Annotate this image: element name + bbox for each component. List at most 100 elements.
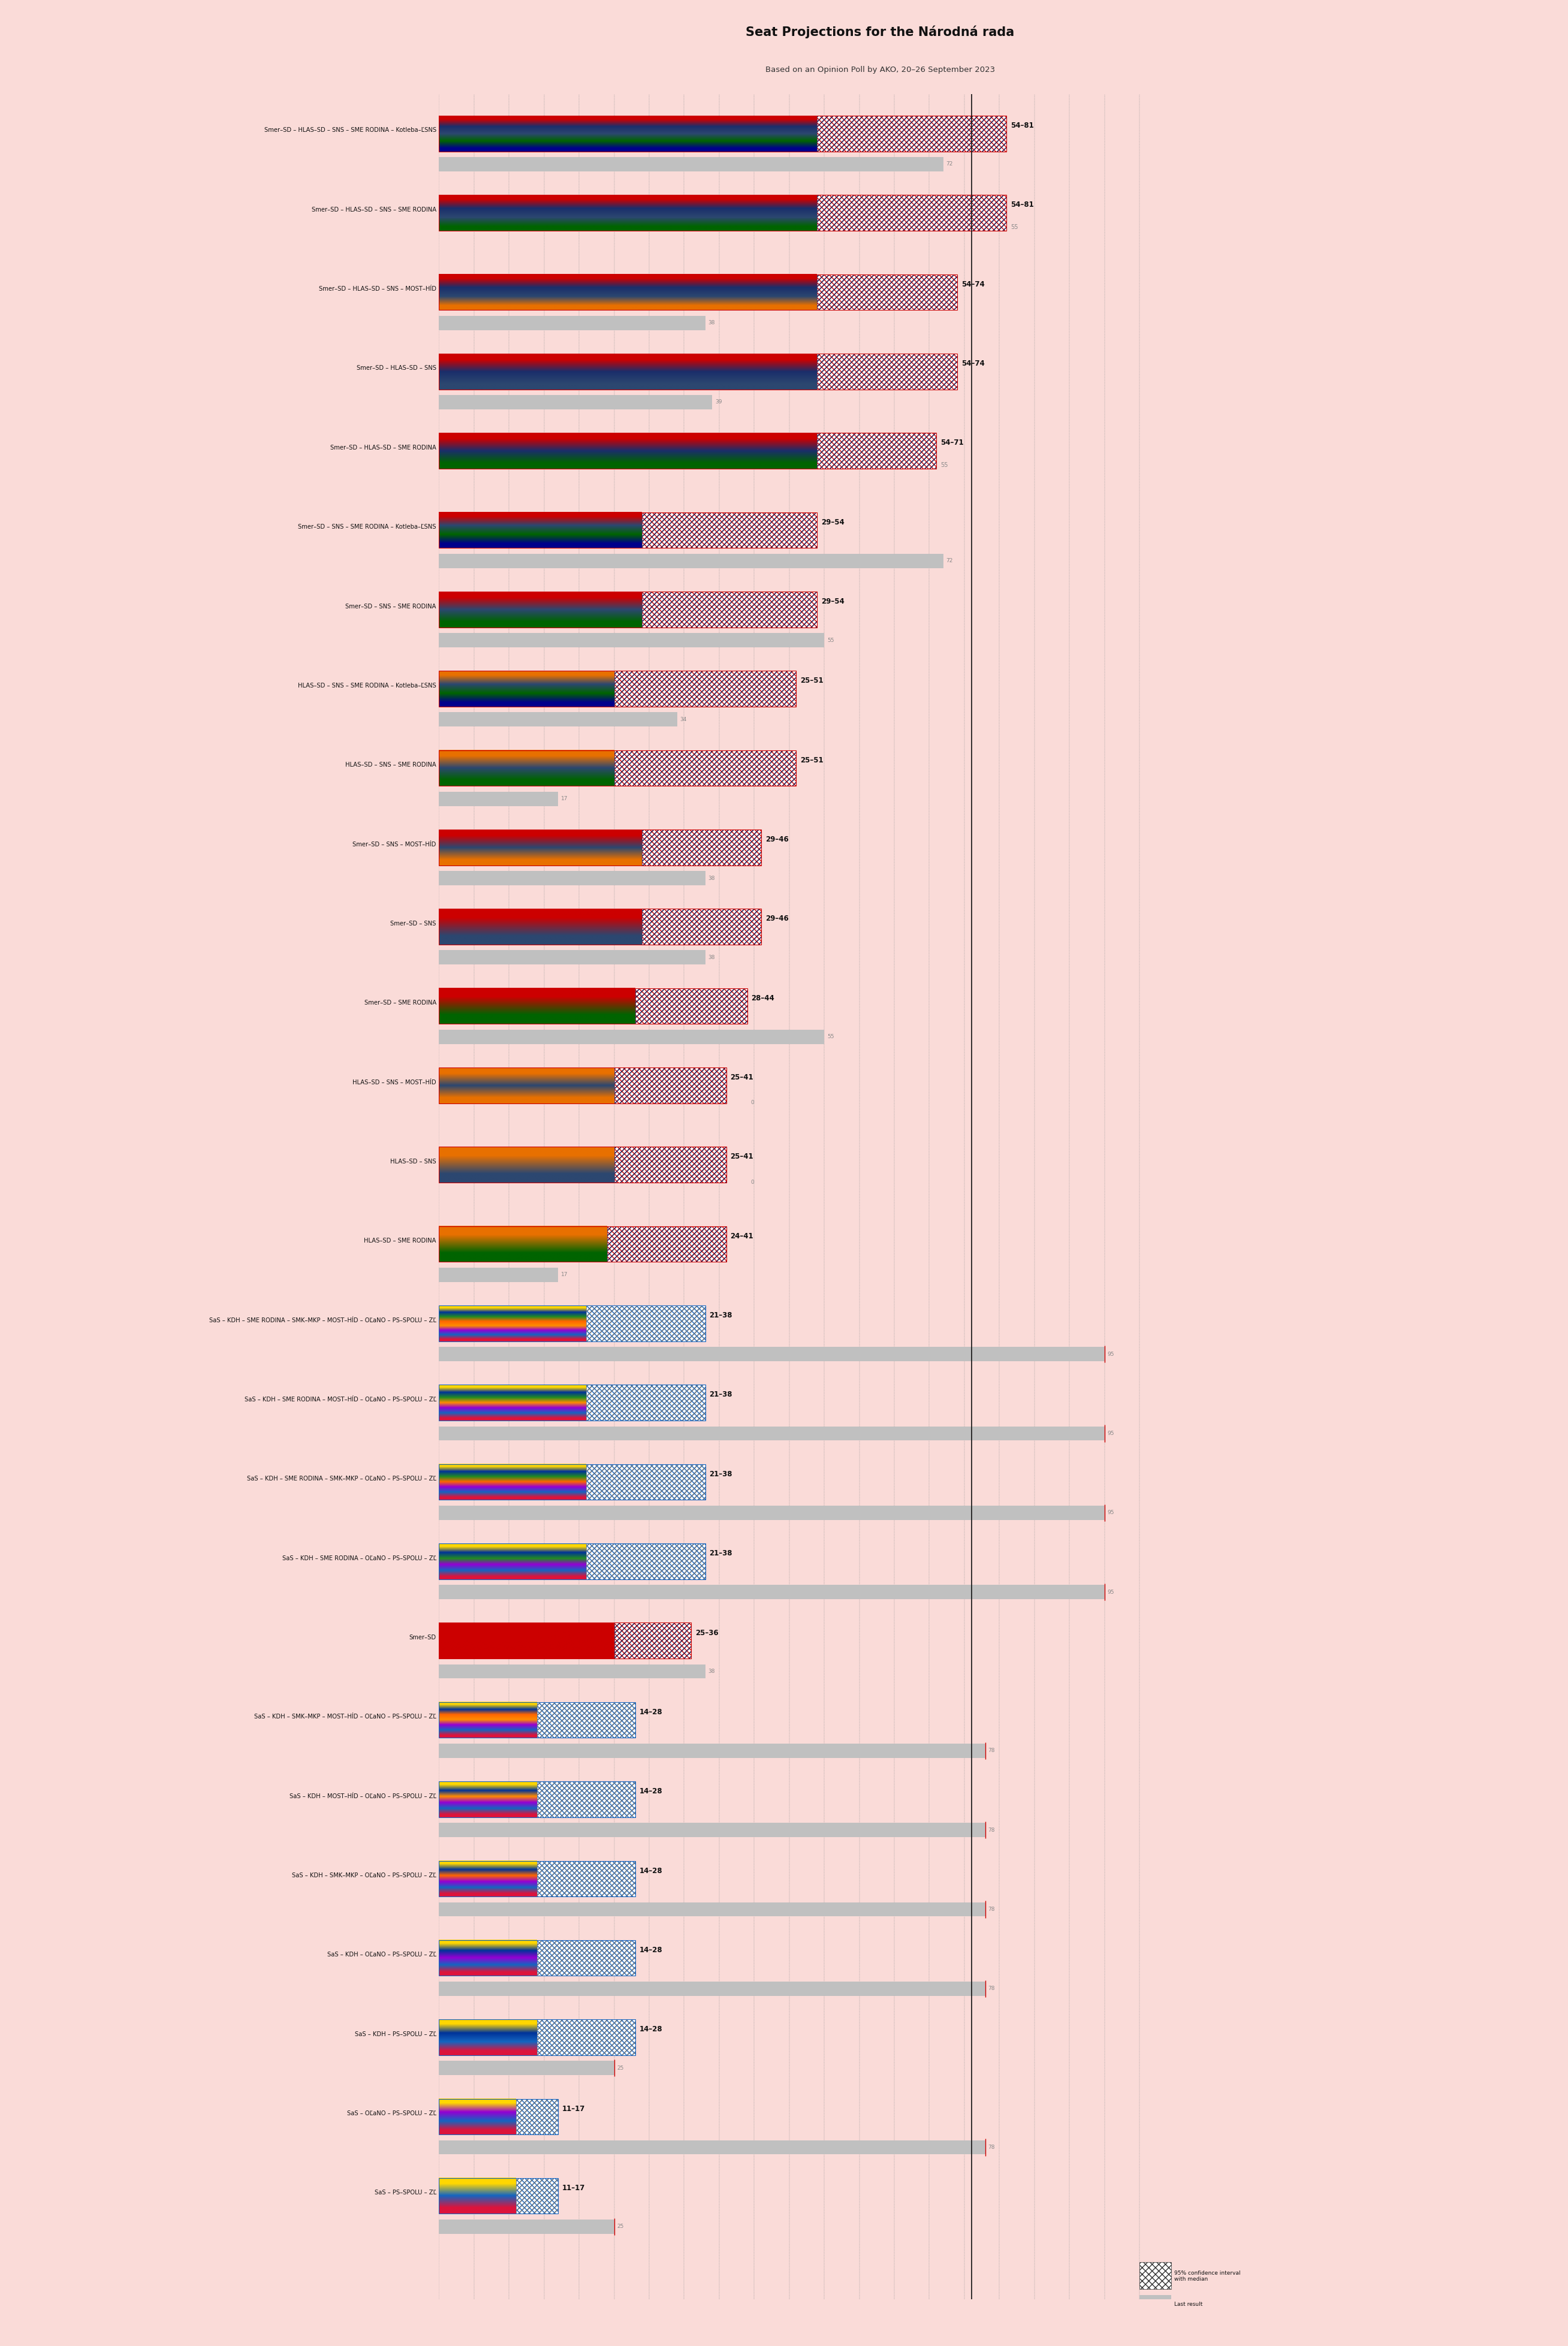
Bar [586, 1384, 706, 1422]
Bar [817, 274, 958, 310]
Bar [439, 1304, 706, 1342]
Bar [439, 554, 944, 568]
Bar [439, 195, 1007, 230]
Text: 17: 17 [561, 795, 568, 802]
Text: SaS – KDH – SME RODINA – SMK–MKP – MOST–HÍD – OĽaNO – PS–SPOLU – ZĽ: SaS – KDH – SME RODINA – SMK–MKP – MOST–… [209, 1316, 436, 1323]
Text: HLAS–SD – SNS: HLAS–SD – SNS [390, 1159, 436, 1164]
Bar [439, 1743, 985, 1757]
Text: Smer–SD – HLAS–SD – SNS: Smer–SD – HLAS–SD – SNS [356, 366, 436, 371]
Bar [516, 2100, 558, 2135]
Text: 29–46: 29–46 [765, 835, 789, 845]
Text: 25: 25 [616, 2064, 624, 2072]
Text: 78: 78 [988, 1828, 996, 1832]
Bar [516, 2100, 558, 2135]
Text: 21–38: 21–38 [709, 1311, 732, 1318]
Bar [439, 2100, 558, 2135]
Text: Smer–SD: Smer–SD [409, 1635, 436, 1640]
Bar [439, 1426, 1104, 1440]
Bar [439, 1781, 635, 1818]
Text: 39: 39 [715, 399, 721, 406]
Text: SaS – KDH – MOST–HÍD – OĽaNO – PS–SPOLU – ZĽ: SaS – KDH – MOST–HÍD – OĽaNO – PS–SPOLU … [290, 1792, 436, 1799]
Bar [439, 1982, 985, 1996]
Bar [439, 988, 748, 1023]
Bar [439, 870, 706, 884]
Text: Smer–SD – SNS – SME RODINA: Smer–SD – SNS – SME RODINA [345, 603, 436, 610]
Text: Smer–SD – HLAS–SD – SME RODINA: Smer–SD – HLAS–SD – SME RODINA [331, 446, 436, 450]
Text: 11–17: 11–17 [563, 2184, 585, 2191]
Text: Based on an Opinion Poll by AKO, 20–26 September 2023: Based on an Opinion Poll by AKO, 20–26 S… [765, 66, 996, 75]
Bar [439, 591, 817, 626]
Bar [439, 2219, 615, 2233]
Text: 95: 95 [1107, 1588, 1115, 1595]
Text: SaS – KDH – OĽaNO – PS–SPOLU – ZĽ: SaS – KDH – OĽaNO – PS–SPOLU – ZĽ [328, 1952, 436, 1959]
Text: 24–41: 24–41 [731, 1232, 754, 1241]
Bar [439, 830, 760, 866]
Bar [586, 1304, 706, 1342]
Text: 54–81: 54–81 [1010, 122, 1033, 129]
Text: 25: 25 [616, 2224, 624, 2229]
Bar [538, 1703, 635, 1738]
Text: SaS – KDH – SMK–MKP – OĽaNO – PS–SPOLU – ZĽ: SaS – KDH – SMK–MKP – OĽaNO – PS–SPOLU –… [292, 1872, 436, 1879]
Bar [439, 1860, 635, 1896]
Bar [586, 1464, 706, 1499]
Bar [439, 434, 936, 469]
Text: 54–71: 54–71 [941, 439, 964, 446]
Text: 17: 17 [561, 1272, 568, 1279]
Bar [615, 1147, 726, 1182]
Bar [439, 2140, 985, 2154]
Bar [607, 1227, 726, 1262]
Text: 28–44: 28–44 [751, 995, 775, 1002]
Text: 78: 78 [988, 2144, 996, 2149]
Bar [439, 1586, 1104, 1600]
Text: 54–74: 54–74 [961, 359, 985, 368]
Text: HLAS–SD – SNS – SME RODINA – Kotleba–ĽSNS: HLAS–SD – SNS – SME RODINA – Kotleba–ĽSN… [298, 683, 436, 690]
Text: 95: 95 [1107, 1431, 1115, 1436]
Text: 34: 34 [681, 718, 687, 723]
Bar [615, 671, 797, 706]
Bar [439, 1067, 726, 1103]
Text: 38: 38 [709, 319, 715, 326]
Bar [615, 751, 797, 786]
Bar [439, 908, 760, 945]
Text: Smer–SD – HLAS–SD – SNS – SME RODINA: Smer–SD – HLAS–SD – SNS – SME RODINA [312, 206, 436, 213]
Bar [439, 1147, 726, 1182]
Bar [817, 354, 958, 389]
Text: Seat Projections for the Národná rada: Seat Projections for the Národná rada [746, 26, 1014, 38]
Bar [538, 2020, 635, 2055]
Text: 38: 38 [709, 1668, 715, 1675]
Bar [1140, 2294, 1171, 2313]
Bar [538, 1940, 635, 1975]
Bar [817, 274, 958, 310]
Text: 21–38: 21–38 [709, 1548, 732, 1558]
Bar [1140, 2262, 1171, 2290]
Text: HLAS–SD – SNS – SME RODINA: HLAS–SD – SNS – SME RODINA [345, 762, 436, 767]
Bar [643, 511, 817, 549]
Text: HLAS–SD – SNS – MOST–HÍD: HLAS–SD – SNS – MOST–HÍD [353, 1079, 436, 1086]
Text: 72: 72 [946, 162, 953, 167]
Text: SaS – KDH – SME RODINA – SMK–MKP – OĽaNO – PS–SPOLU – ZĽ: SaS – KDH – SME RODINA – SMK–MKP – OĽaNO… [246, 1476, 436, 1483]
Text: 55: 55 [826, 1035, 834, 1039]
Bar [615, 1623, 691, 1659]
Text: 11–17: 11–17 [563, 2104, 585, 2114]
Text: 29–54: 29–54 [822, 598, 845, 605]
Bar [439, 394, 712, 408]
Text: Smer–SD – SNS – SME RODINA – Kotleba–ĽSNS: Smer–SD – SNS – SME RODINA – Kotleba–ĽSN… [298, 523, 436, 530]
Text: 25–51: 25–51 [800, 755, 823, 765]
Bar [643, 591, 817, 626]
Bar [817, 195, 1007, 230]
Text: Smer–SD – SME RODINA: Smer–SD – SME RODINA [364, 999, 436, 1006]
Bar [538, 1703, 635, 1738]
Text: 55: 55 [1010, 225, 1018, 230]
Bar [643, 908, 760, 945]
Text: 54–74: 54–74 [961, 279, 985, 289]
Bar [439, 511, 817, 549]
Text: SaS – KDH – SME RODINA – MOST–HÍD – OĽaNO – PS–SPOLU – ZĽ: SaS – KDH – SME RODINA – MOST–HÍD – OĽaN… [245, 1396, 436, 1403]
Text: 55: 55 [826, 638, 834, 643]
Text: 95: 95 [1107, 1351, 1115, 1356]
Bar [439, 1940, 635, 1975]
Bar [607, 1227, 726, 1262]
Text: 21–38: 21–38 [709, 1391, 732, 1398]
Bar [439, 791, 558, 807]
Text: 14–28: 14–28 [640, 2025, 663, 2034]
Bar [439, 274, 958, 310]
